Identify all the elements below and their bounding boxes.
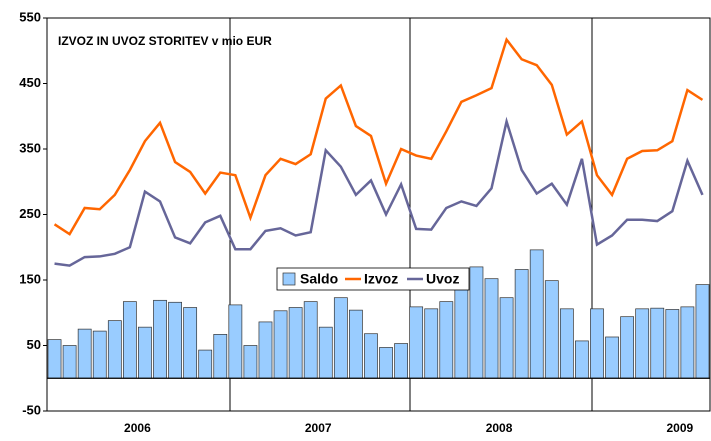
bar: [47, 339, 62, 379]
bar: [635, 308, 650, 379]
x-tick-label: 2007: [305, 421, 332, 435]
bar: [92, 330, 107, 379]
bar: [695, 284, 710, 379]
bar: [153, 299, 167, 379]
bar: [409, 306, 424, 379]
bar: [62, 345, 77, 379]
bar: [198, 349, 213, 379]
bar: [394, 343, 408, 379]
bar: [288, 307, 303, 379]
x-tick-label: 2006: [124, 421, 151, 435]
bar: [228, 304, 243, 379]
bar: [559, 308, 574, 379]
bar: [544, 280, 559, 379]
bar: [303, 301, 318, 379]
bar: [514, 269, 529, 379]
legend-label: Uvoz: [426, 271, 459, 287]
bar: [620, 316, 635, 379]
bar: [243, 345, 258, 379]
bar: [529, 249, 544, 379]
bar: [213, 334, 228, 379]
bar: [77, 328, 92, 379]
chart-title: IZVOZ IN UVOZ STORITEV v mio EUR: [58, 34, 272, 48]
bar: [484, 278, 499, 379]
legend-label: Izvoz: [364, 271, 398, 287]
bar: [364, 333, 378, 379]
bar: [183, 307, 198, 379]
bar: [318, 326, 333, 379]
line: [53, 36, 704, 236]
bar: [454, 286, 469, 379]
y-tick-label: 350: [19, 140, 41, 155]
y-tick-label: 550: [19, 9, 41, 24]
y-tick-label: 250: [19, 206, 41, 221]
y-tick-label: 150: [19, 271, 41, 286]
x-tick-label: 2008: [486, 421, 513, 435]
x-tick-label: 2009: [667, 421, 694, 435]
y-tick-label: 450: [19, 75, 41, 90]
bar: [122, 301, 137, 379]
bar: [138, 326, 152, 379]
bar: [605, 336, 619, 379]
bar: [107, 320, 122, 379]
bar: [650, 307, 665, 379]
bar: [379, 347, 393, 379]
bar: [439, 301, 454, 379]
bar: [680, 306, 695, 379]
legend-label: Saldo: [300, 271, 338, 287]
bar: [424, 308, 439, 379]
bar: [333, 297, 348, 379]
bar: [258, 321, 273, 379]
bar: [273, 310, 288, 379]
y-tick-label: -50: [22, 402, 41, 417]
marks: [47, 36, 710, 379]
legend-swatch: [282, 272, 296, 286]
bar: [168, 301, 182, 379]
line: [54, 116, 704, 267]
bar: [469, 266, 484, 379]
bar: [349, 309, 363, 379]
y-tick-label: 50: [27, 337, 41, 352]
bar: [590, 308, 604, 379]
legend-box: [276, 267, 470, 291]
bar: [499, 297, 514, 379]
bar: [575, 340, 589, 379]
bar: [665, 309, 680, 379]
